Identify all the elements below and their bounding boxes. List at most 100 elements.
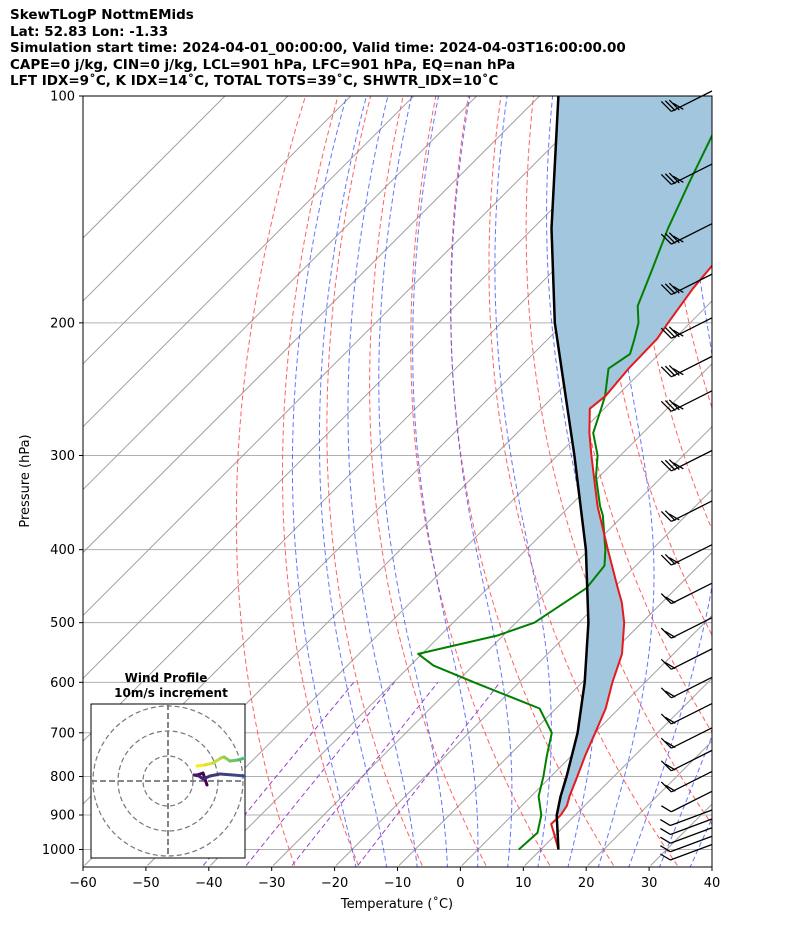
isotherm-line [147,300,712,866]
isotherm-line [714,96,794,865]
wind-profile-subtitle: 10m/s increment [114,686,228,700]
dry-adiabat-line [525,96,712,826]
moist-adiabat-line [291,96,357,867]
moist-adiabat-line [720,96,794,869]
moist-adiabat-line [494,96,552,867]
isotherm-line [83,96,666,680]
wind-profile-trace-high [211,756,223,765]
isotherm-line [83,96,415,428]
wind-barb [660,648,713,670]
wind-barb [660,749,713,772]
wind-barb [660,273,713,296]
wind-barb [660,163,713,186]
isotherm-line [83,96,289,302]
y-tick-label: 700 [50,726,75,741]
dry-adiabat-line [410,96,551,866]
wind-profile-trace-low [231,773,245,778]
x-tick-label: 30 [641,876,658,891]
x-tick-label: −60 [69,876,96,891]
wind-profile-trace-low [208,772,222,778]
mixing-ratio-line [202,681,355,866]
isotherm-line [335,488,712,866]
temperature-line [550,264,712,850]
x-tick-label: −30 [258,876,285,891]
y-tick-label: 400 [50,543,75,558]
y-axis-label: Pressure (hPa) [18,434,33,527]
isotherm-line [83,96,226,239]
wind-barb [660,355,713,378]
x-tick-label: 10 [515,876,532,891]
moist-adiabat-line [597,96,655,867]
isotherm-line [83,96,603,617]
isotherm-line [272,425,712,866]
wind-barb [660,500,713,522]
y-tick-label: 300 [50,449,75,464]
y-tick-label: 600 [50,676,75,691]
wind-profile-trace-low [218,772,235,777]
wind-barb [660,544,713,566]
y-tick-label: 800 [50,770,75,785]
wind-barb [660,809,713,827]
y-tick-label: 1000 [42,843,75,858]
dry-adiabat-line [235,96,306,866]
cape-shading [551,96,712,816]
x-tick-label: −40 [195,876,222,891]
dry-adiabat-line [729,96,794,866]
mixing-ratio-line [291,681,439,866]
y-tick-label: 200 [50,316,75,331]
x-tick-label: 0 [456,876,464,891]
wind-barb [660,317,713,339]
chart-title: SkewTLogP NottmEMids Lat: 52.83 Lon: -1.… [10,7,626,90]
wind-barb [660,835,713,853]
title-line-indices: LFT IDX=9˚C, K IDX=14˚C, TOTAL TOTS=39˚C… [10,73,499,90]
dry-adiabat-line [762,96,794,866]
parcel-line [550,96,590,850]
moist-adiabat-line [378,96,448,867]
moist-adiabat-line [450,96,513,867]
dry-adiabat-line [369,96,487,866]
wind-profile-trace-high [236,756,245,762]
wind-barb [660,617,713,639]
x-tick-label: −50 [132,876,159,891]
wind-barb [660,790,713,813]
moist-adiabat-line [658,734,712,867]
moist-adiabat-line [412,96,479,867]
title-line-cape: CAPE=0 j/kg, CIN=0 j/kg, LCL=901 hPa, LF… [10,56,516,73]
title-line-times: Simulation start time: 2024-04-01_00:00:… [10,40,626,57]
wind-barb [660,582,713,605]
moist-adiabat-line [783,96,794,869]
wind-barb [660,449,713,472]
wind-barb [660,90,713,113]
wind-barb [660,223,713,245]
dry-adiabat-line [596,96,712,637]
wind-barb [660,818,713,836]
moist-adiabat-line [628,96,712,867]
wind-barb [660,390,713,412]
y-tick-label: 100 [50,90,75,105]
wind-barb [660,843,713,861]
mixing-ratio-line [245,681,395,866]
dry-adiabat-line [488,96,678,866]
y-tick-label: 500 [50,616,75,631]
title-line-name: SkewTLogP NottmEMids [10,7,194,23]
x-tick-label: 40 [704,876,721,891]
title-line-location: Lat: 52.83 Lon: -1.33 [10,23,169,40]
y-tick-label: 900 [50,809,75,824]
dry-adiabat-line [282,96,359,866]
x-axis-label: Temperature (˚C) [340,896,453,912]
moist-adiabat-line [752,96,794,869]
wind-profile-title: Wind Profile [125,671,208,685]
x-tick-label: −20 [321,876,348,891]
isotherm-line [83,96,352,365]
isotherm-line [83,96,540,554]
isotherm-line [83,96,477,491]
wind-barb [660,727,713,749]
isotherm-line [524,677,712,866]
x-tick-label: 20 [578,876,595,891]
x-tick-label: −10 [384,876,411,891]
wind-barb [660,676,713,699]
moist-adiabat-line [318,96,388,867]
moist-adiabat-line [347,96,418,867]
wind-barb [660,827,713,844]
